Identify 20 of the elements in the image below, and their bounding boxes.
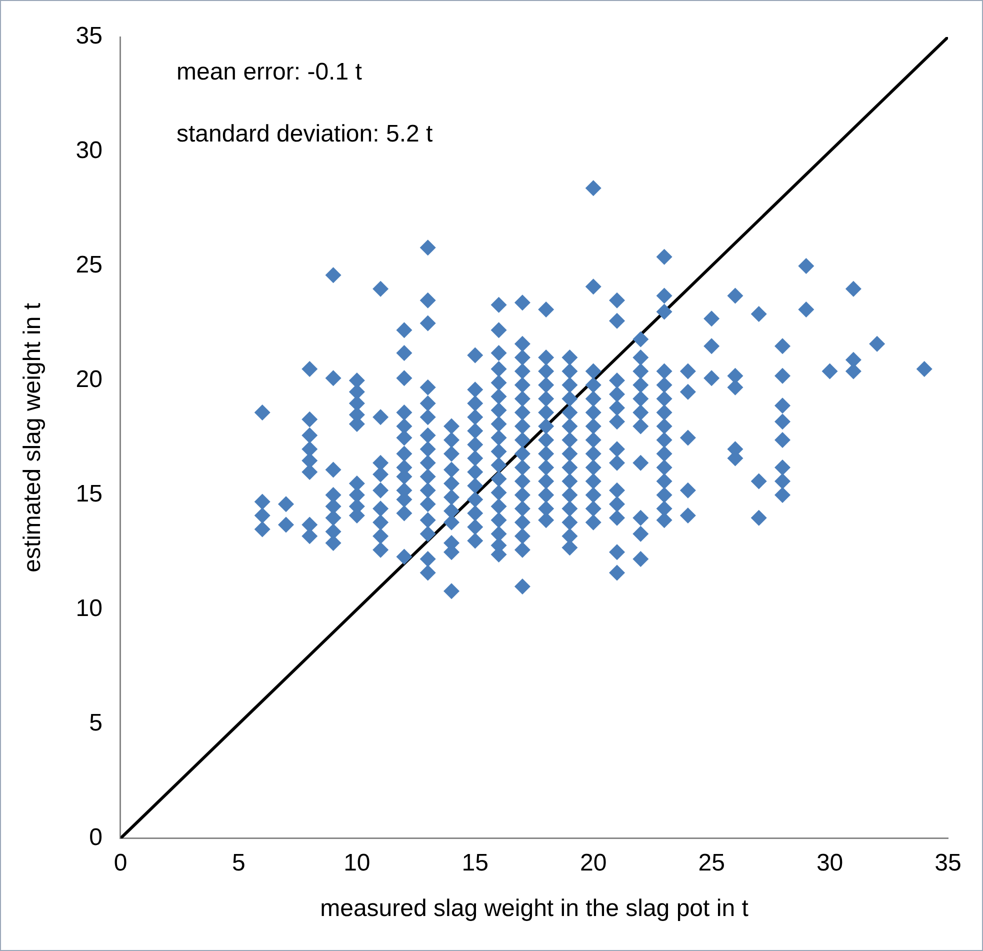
x-tick-label: 30: [816, 849, 844, 876]
y-axis-title: estimated slag weight in t: [19, 302, 46, 572]
x-tick-label: 25: [698, 849, 725, 876]
x-tick-label: 5: [232, 849, 246, 876]
y-tick-label: 5: [89, 710, 102, 737]
y-tick-label: 20: [76, 366, 102, 394]
x-tick-label: 35: [934, 849, 962, 876]
x-tick-label: 10: [344, 849, 370, 876]
annotation: standard deviation: 5.2 t: [176, 120, 433, 148]
x-tick-label: 20: [580, 849, 607, 876]
x-tick-label: 15: [462, 849, 488, 876]
y-tick-label: 0: [89, 824, 102, 852]
x-axis-title: measured slag weight in the slag pot in t: [320, 895, 749, 922]
y-tick-label: 10: [76, 595, 102, 622]
annotation: mean error: -0.1 t: [176, 58, 362, 86]
y-tick-label: 15: [76, 480, 102, 508]
y-tick-label: 30: [76, 137, 102, 164]
x-tick-label: 0: [114, 849, 128, 876]
y-tick-label: 25: [76, 252, 102, 279]
y-tick-label: 35: [76, 22, 102, 50]
